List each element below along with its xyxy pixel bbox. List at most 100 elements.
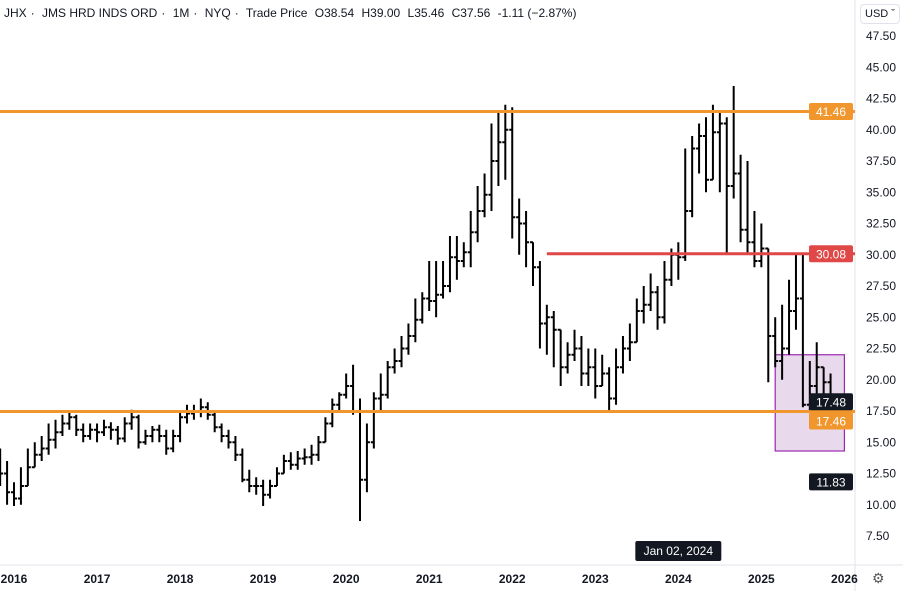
- legend-change: -1.11 (−2.87%): [497, 6, 577, 20]
- ohlc-bar: [267, 479, 274, 499]
- time-tick-label: 2024: [665, 572, 692, 586]
- ohlc-bar: [343, 373, 350, 399]
- ohlc-bar: [135, 414, 142, 449]
- ohlc-bar: [100, 419, 107, 436]
- ohlc-bar: [633, 298, 640, 344]
- separator: ·: [30, 6, 35, 20]
- gear-icon[interactable]: ⚙: [872, 570, 885, 586]
- legend-close: C37.56: [451, 6, 491, 20]
- time-tick-label: 2017: [84, 572, 111, 586]
- ohlc-bar: [121, 417, 128, 443]
- price-tick-label: 22.50: [866, 342, 896, 356]
- currency-dropdown[interactable]: USD ˇ: [860, 4, 900, 24]
- ohlc-bar: [301, 448, 308, 465]
- ohlc-bar: [640, 286, 647, 324]
- ohlc-bar: [370, 392, 377, 449]
- ohlc-bar: [0, 448, 4, 486]
- ohlc-bar: [197, 398, 204, 418]
- ohlc-bar: [17, 467, 24, 505]
- ohlc-bar: [675, 242, 682, 280]
- time-tick-label: 2016: [1, 572, 28, 586]
- crosshair-date-badge: [635, 541, 722, 561]
- ohlc-bar: [516, 198, 523, 255]
- ohlc-bar: [225, 429, 232, 449]
- ohlc-bar: [232, 436, 239, 461]
- ohlc-bar: [467, 211, 474, 268]
- ohlc-bar: [315, 436, 322, 461]
- ohlc-bar: [128, 409, 135, 430]
- ohlc-bar: [550, 311, 557, 368]
- ohlc-bar: [149, 426, 156, 443]
- ohlc-bar: [474, 186, 481, 243]
- separator: ·: [161, 6, 166, 20]
- price-tick-label: 42.50: [866, 92, 896, 106]
- price-tick-label: 27.50: [866, 279, 896, 293]
- line-price-label-badge: [809, 103, 853, 120]
- line-price-label: 30.08: [816, 247, 846, 261]
- ohlc-bar: [398, 336, 405, 368]
- ohlc-bar: [163, 429, 170, 455]
- legend-symbol[interactable]: JHX: [4, 6, 27, 20]
- ohlc-bar: [592, 348, 599, 399]
- ohlc-bar: [654, 286, 661, 330]
- legend-open: O38.54: [314, 6, 355, 20]
- ohlc-bar: [4, 461, 11, 505]
- ohlc-bar: [571, 329, 578, 361]
- time-tick-label: 2018: [167, 572, 194, 586]
- ohlc-bar: [599, 354, 606, 387]
- line-price-label-badge: [809, 245, 853, 263]
- ohlc-bar: [682, 148, 689, 261]
- price-tick-label: 12.50: [866, 467, 896, 481]
- ohlc-bar: [156, 424, 163, 443]
- ohlc-bar: [606, 367, 613, 411]
- legend-low: L35.46: [407, 6, 445, 20]
- ohlc-bar: [412, 298, 419, 343]
- ohlc-bar: [689, 136, 696, 218]
- ohlc-bar: [31, 442, 38, 469]
- ohlc-bar: [751, 211, 758, 268]
- price-tick-label: 15.00: [866, 435, 896, 449]
- line-price-label: 17.46: [816, 415, 846, 429]
- ohlc-bar: [730, 86, 737, 199]
- price-tick-label: 37.50: [866, 154, 896, 168]
- ohlc-bar: [170, 429, 177, 453]
- ohlc-bar: [661, 261, 668, 324]
- ohlc-bar: [363, 423, 370, 493]
- ohlc-bar: [744, 161, 751, 255]
- ohlc-bar: [24, 448, 31, 487]
- time-tick-label: 2021: [416, 572, 443, 586]
- ohlc-bar: [495, 111, 502, 186]
- last-price-label-badge: [809, 393, 853, 411]
- ohlc-bar: [377, 373, 384, 411]
- ohlc-bar: [453, 236, 460, 280]
- price-tick-label: 40.00: [866, 123, 896, 137]
- line-price-label-badge: [809, 412, 853, 430]
- ohlc-bar: [177, 411, 184, 443]
- ohlc-bar: [488, 123, 495, 211]
- ohlc-bar: [66, 411, 73, 430]
- last-price-label: 17.48: [816, 395, 846, 409]
- ohlc-bar: [460, 242, 467, 268]
- price-tick-label: 30.00: [866, 248, 896, 262]
- ohlc-bar: [45, 423, 52, 455]
- price-tick-label: 47.50: [866, 29, 896, 43]
- ohlc-bar: [703, 117, 709, 193]
- ohlc-bar: [280, 454, 287, 475]
- ohlc-bar: [336, 392, 343, 411]
- ohlc-bar: [786, 279, 793, 355]
- ohlc-bar: [357, 398, 363, 521]
- ohlc-bar: [626, 323, 633, 361]
- ohlc-bar: [440, 261, 447, 299]
- ohlc-bar: [502, 104, 509, 180]
- ohlc-bar: [11, 482, 17, 506]
- symbol-legend: JHX · JMS HRD INDS ORD · 1M · NYQ · Trade Pr…: [4, 6, 580, 20]
- ohlc-bar: [765, 247, 772, 383]
- ohlc-bar: [73, 414, 80, 436]
- ohlc-bar: [246, 469, 253, 493]
- ohlc-bar: [308, 444, 315, 465]
- legend-interval: 1M: [172, 6, 190, 20]
- time-tick-label: 2025: [748, 572, 775, 586]
- ohlc-bar: [723, 117, 730, 255]
- ohlc-bar: [772, 317, 779, 368]
